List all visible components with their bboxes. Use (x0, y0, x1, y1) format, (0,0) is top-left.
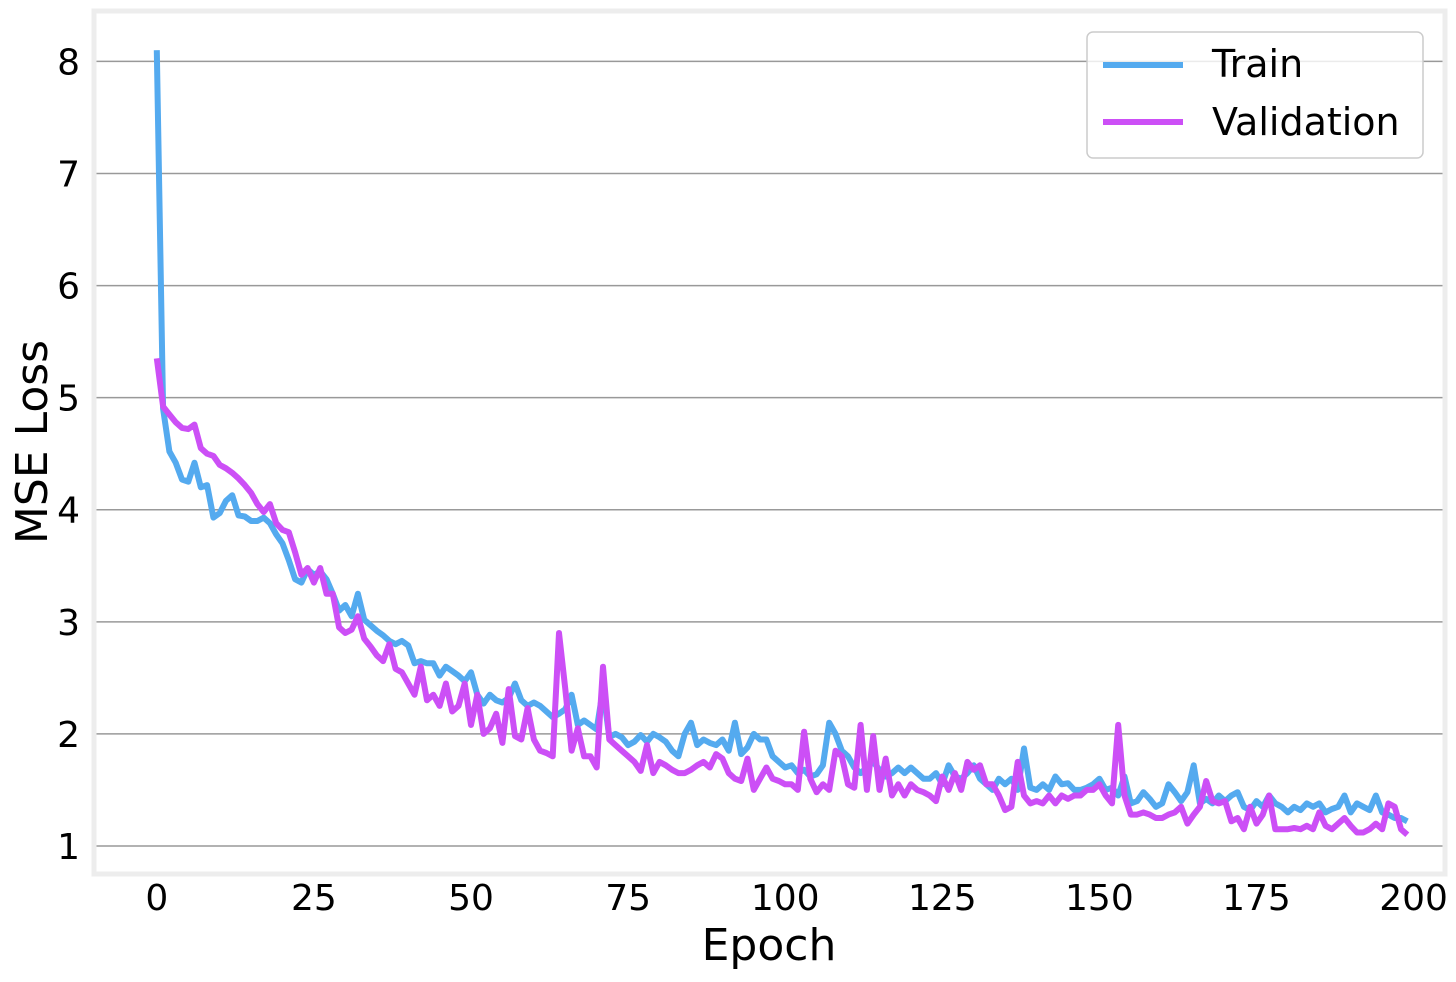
x-tick-label: 50 (448, 878, 494, 919)
x-tick-label: 175 (1222, 878, 1291, 919)
series-line-train (153, 50, 1409, 824)
x-tick-label: 0 (145, 878, 168, 919)
x-tick-label: 125 (908, 878, 977, 919)
y-axis-title: MSE Loss (7, 340, 58, 544)
y-tick-label: 7 (57, 155, 80, 196)
x-axis-title: Epoch (702, 920, 837, 971)
y-tick-label: 6 (57, 267, 80, 308)
series-lines (153, 50, 1410, 838)
series-line-validation (153, 358, 1410, 838)
x-tick-label: 150 (1065, 878, 1134, 919)
x-tick-labels: 0 25 50 75 100 125 150 175 200 (145, 878, 1448, 919)
legend-label-validation: Validation (1212, 100, 1400, 144)
legend: Train Validation (1086, 31, 1424, 159)
plot-frame (91, 8, 1448, 877)
x-tick-label: 75 (605, 878, 651, 919)
y-tick-label: 5 (57, 379, 80, 420)
y-tick-label: 1 (57, 827, 80, 868)
legend-label-train: Train (1211, 42, 1303, 86)
gridlines (94, 60, 1445, 847)
y-tick-label: 8 (57, 42, 80, 83)
x-tick-label: 200 (1379, 878, 1448, 919)
y-tick-label: 2 (57, 715, 80, 756)
x-tick-label: 100 (751, 878, 820, 919)
y-tick-label: 4 (57, 491, 80, 532)
y-tick-labels: 1 2 3 4 5 6 7 8 (57, 42, 80, 868)
x-tick-label: 25 (291, 878, 337, 919)
y-tick-label: 3 (57, 603, 80, 644)
